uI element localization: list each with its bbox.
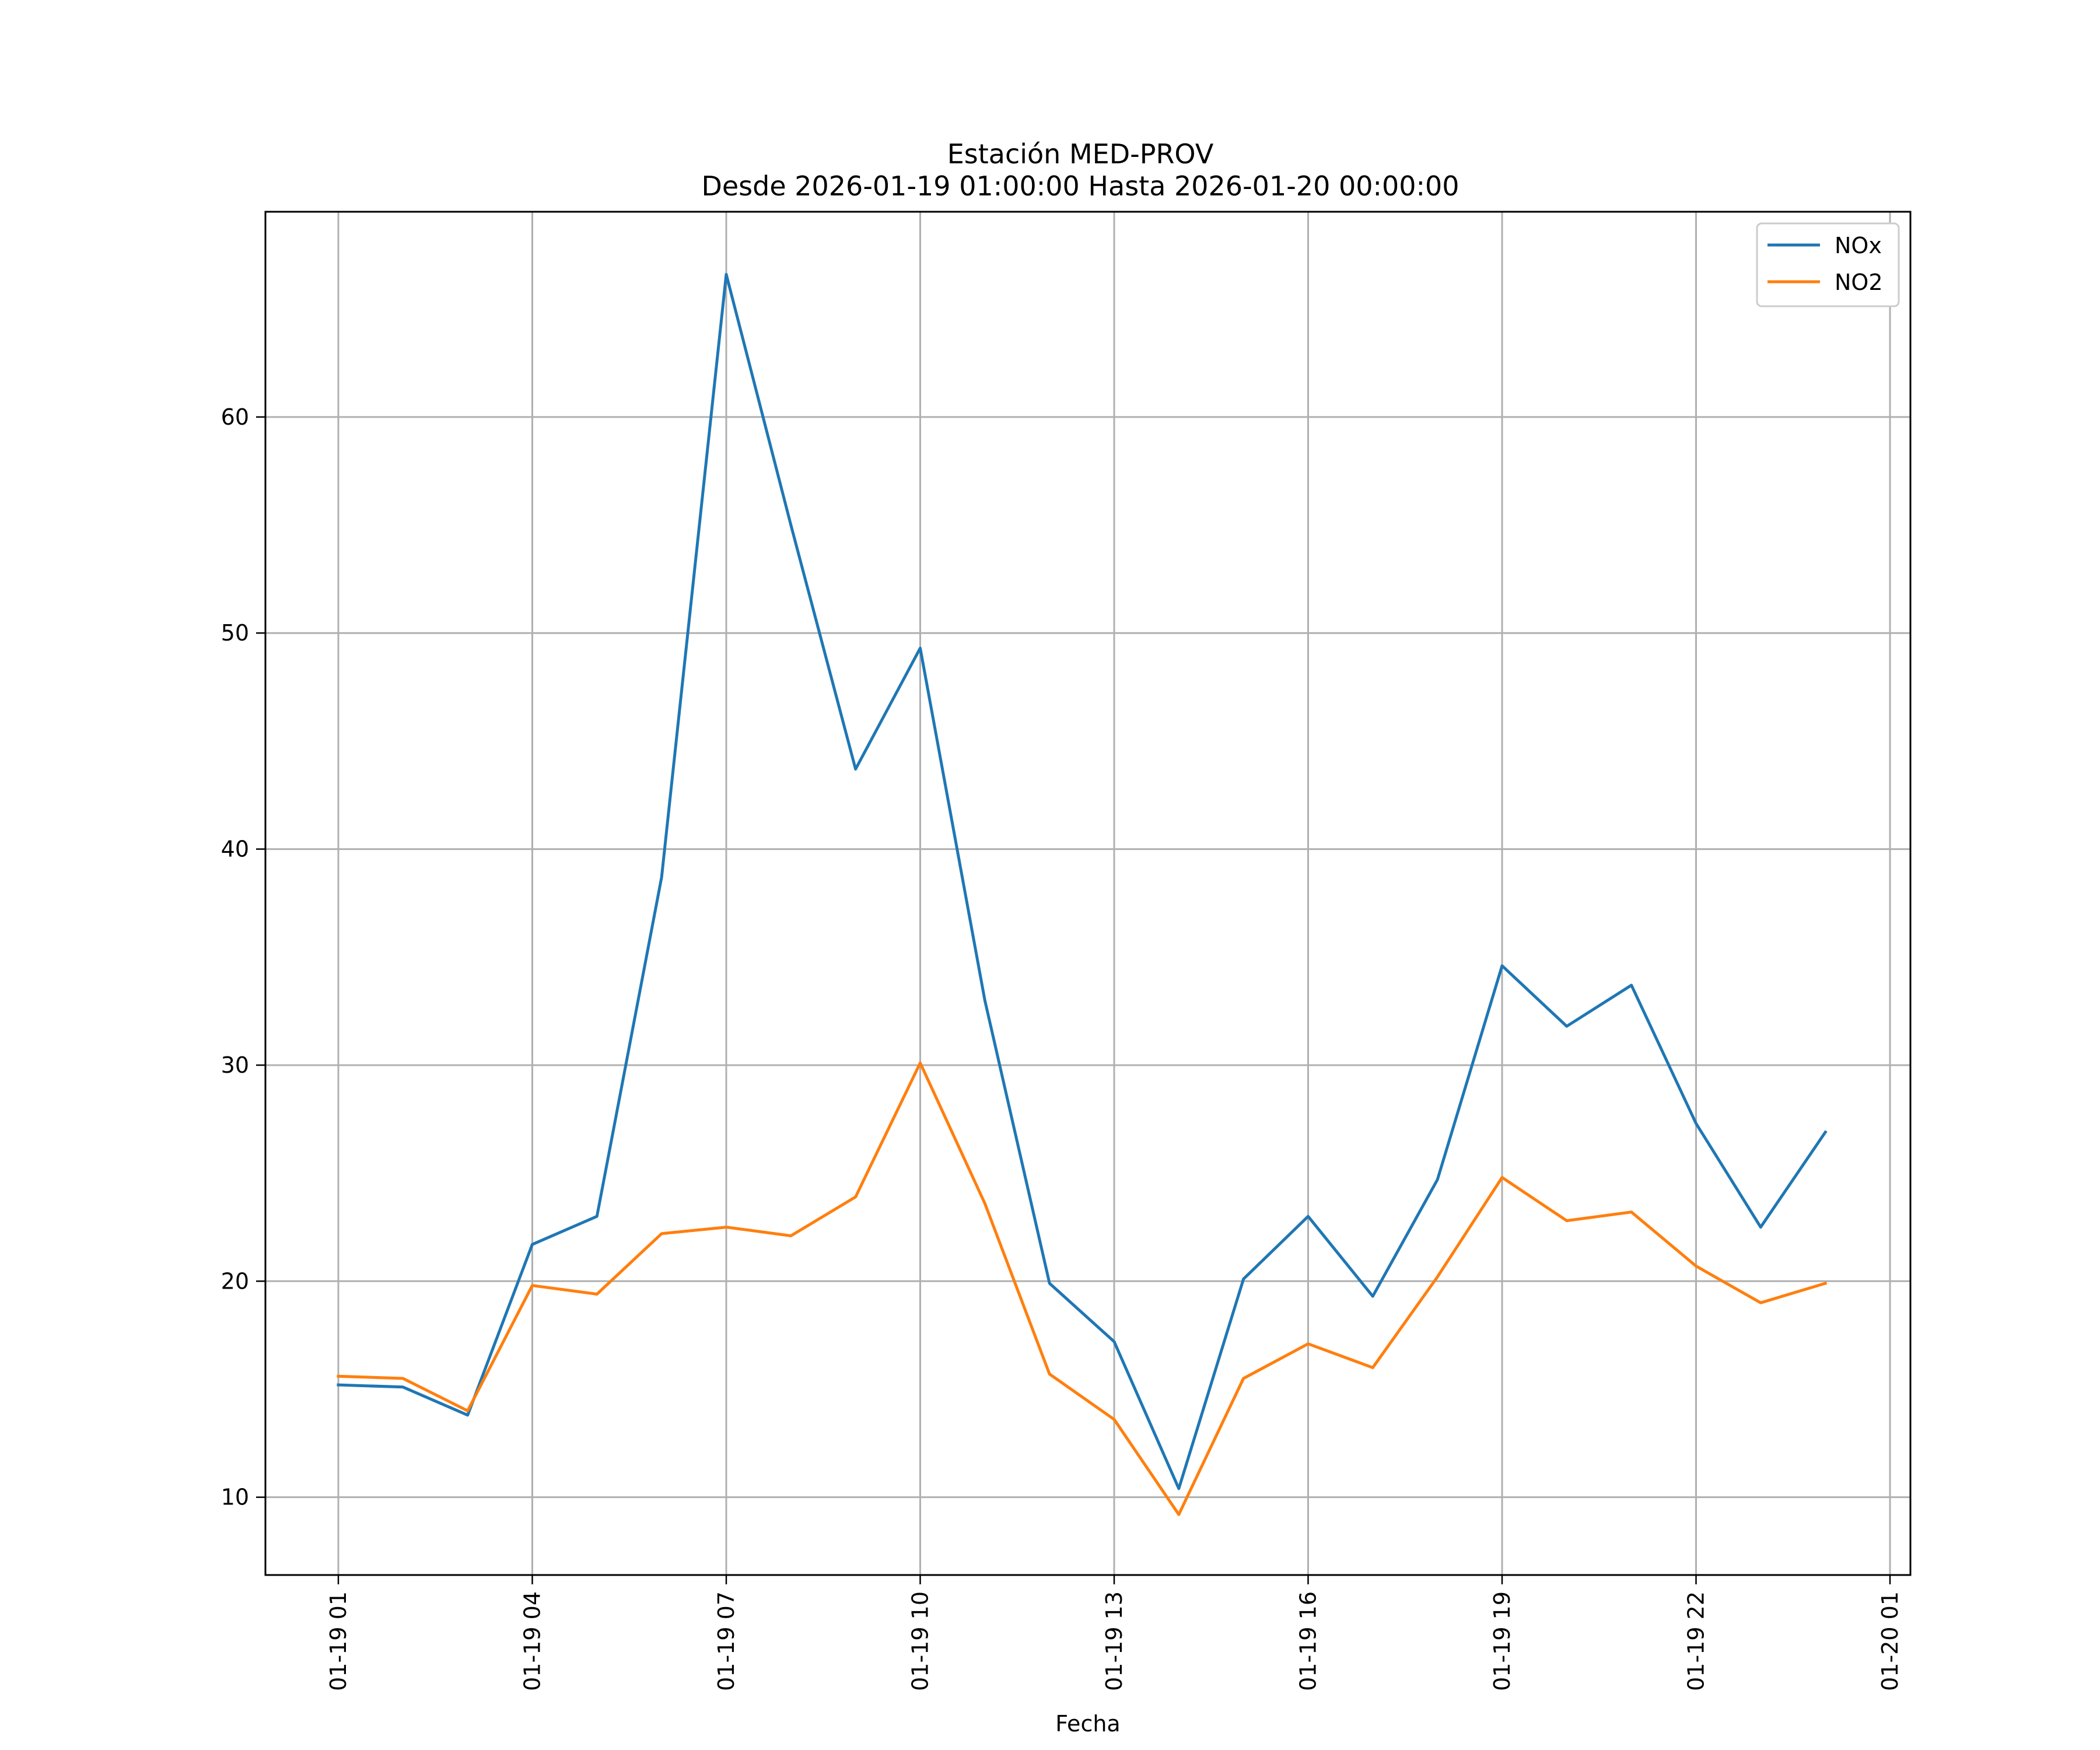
x-tick-label: 01-19 16: [1296, 1591, 1321, 1691]
x-tick-label: 01-19 04: [520, 1591, 545, 1691]
y-tick-label: 60: [221, 404, 249, 430]
x-tick-label: 01-19 22: [1684, 1591, 1709, 1691]
legend-label-no2: NO2: [1835, 270, 1883, 295]
y-tick-label: 20: [221, 1268, 249, 1294]
plot-frame: [264, 211, 1912, 1576]
chart-title: Estación MED-PROV: [947, 138, 1214, 170]
series-line-nox: [337, 272, 1828, 1490]
x-tick-label: 01-19 13: [1101, 1591, 1127, 1691]
x-tick-label: 01-19 10: [908, 1591, 933, 1691]
y-tick-label: 30: [221, 1052, 249, 1078]
x-tick-label: 01-20 01: [1877, 1591, 1903, 1691]
y-tick-label: 10: [221, 1485, 249, 1510]
y-tick-label: 50: [221, 620, 249, 646]
x-tick-label: 01-19 19: [1489, 1591, 1515, 1691]
x-axis-label: Fecha: [1055, 1711, 1120, 1737]
chart-subtitle: Desde 2026-01-19 01:00:00 Hasta 2026-01-…: [701, 170, 1459, 202]
legend: NOx NO2: [1756, 222, 1900, 307]
series-layer: [337, 272, 1828, 1516]
y-tick-label: 40: [221, 836, 249, 862]
x-tick-label: 01-19 01: [326, 1591, 351, 1691]
series-line-no2: [337, 1061, 1828, 1516]
legend-label-nox: NOx: [1835, 233, 1882, 258]
grid: [265, 212, 1910, 1575]
x-tick-label: 01-19 07: [713, 1591, 739, 1691]
axis-ticks: 01-19 01 01-19 04 01-19 07 01-19 10 01-19 13…: [221, 404, 1903, 1691]
